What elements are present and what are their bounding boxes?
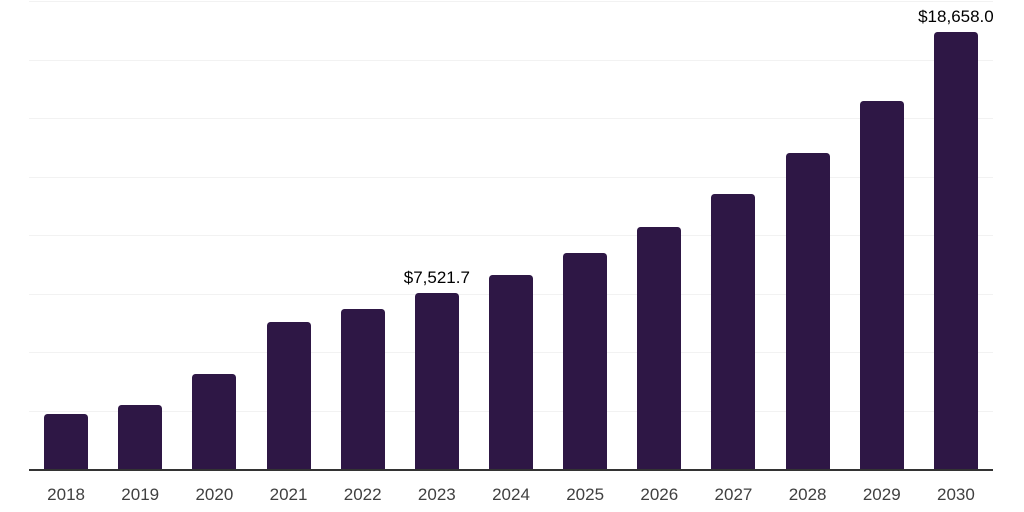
bar-2023 [414, 292, 459, 469]
x-tick-2021: 2021 [269, 485, 308, 504]
x-tick-2028: 2028 [788, 485, 827, 504]
gridline [29, 118, 993, 120]
bar-2026 [637, 227, 682, 469]
x-tick-2029: 2029 [862, 485, 901, 504]
data-label-2023: $7,521.7 [403, 267, 470, 287]
bar-2019 [118, 404, 163, 469]
bar-2022 [340, 308, 385, 469]
gridline [29, 59, 993, 61]
x-tick-2030: 2030 [937, 485, 975, 504]
bar-2029 [859, 100, 904, 469]
bar-2027 [711, 193, 756, 469]
x-tick-2024: 2024 [492, 485, 530, 504]
x-tick-2027: 2027 [714, 485, 753, 504]
x-tick-2026: 2026 [640, 485, 679, 504]
bar-2030 [933, 31, 978, 469]
x-tick-2022: 2022 [343, 485, 382, 504]
gridline [29, 1, 993, 2]
bar-2025 [563, 252, 608, 469]
bar-2020 [192, 373, 237, 469]
x-tick-2020: 2020 [195, 485, 234, 504]
x-tick-2019: 2019 [121, 485, 160, 504]
x-tick-2025: 2025 [566, 485, 605, 504]
bar-2021 [266, 321, 311, 469]
x-axis-line [29, 469, 993, 471]
gridline [29, 176, 993, 178]
x-tick-2018: 2018 [47, 485, 85, 504]
gridline [29, 235, 993, 237]
bar-2028 [785, 152, 830, 469]
bar-2018 [44, 413, 89, 469]
data-label-2030: $18,658.0 [918, 6, 994, 26]
x-tick-2023: 2023 [417, 485, 456, 504]
bar-2024 [489, 275, 533, 469]
